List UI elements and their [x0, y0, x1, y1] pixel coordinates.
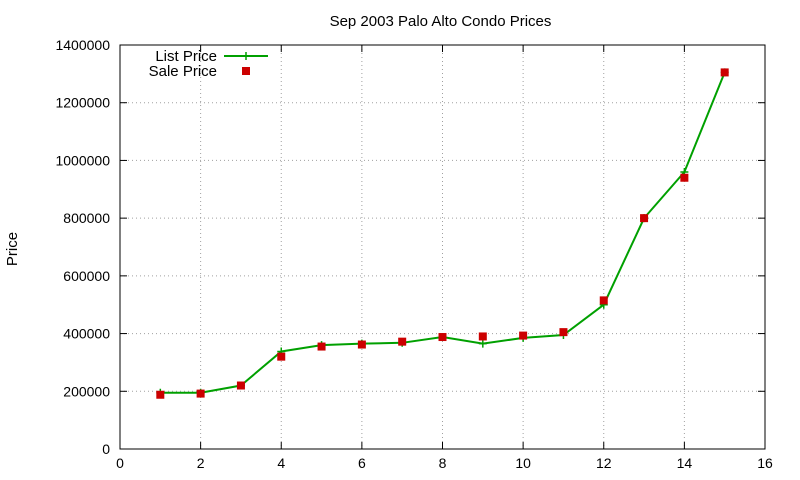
- sale-price-point: [236, 381, 245, 390]
- legend-marker-list-price: [242, 52, 250, 60]
- ticks: 0 2 4 6 8 10 12 14 16 0 200000 400000 600000 800000 10…: [55, 37, 773, 471]
- y-tick-label: 1000000: [55, 152, 110, 168]
- sale-price-point: [519, 331, 528, 340]
- series-line-list-price: [160, 72, 726, 394]
- y-tick-label: 200000: [63, 383, 110, 399]
- y-tick-label: 1200000: [55, 95, 110, 111]
- y-tick-label: 1400000: [55, 37, 110, 53]
- data-layer: [156, 68, 729, 399]
- sale-price-point: [277, 352, 286, 361]
- chart-title: Sep 2003 Palo Alto Condo Prices: [330, 13, 552, 30]
- legend-label-sale-price: Sale Price: [149, 63, 217, 80]
- sale-price-point: [196, 389, 205, 398]
- legend: List Price Sale Price: [149, 48, 268, 80]
- sale-price-point: [398, 337, 407, 346]
- sale-price-point: [478, 332, 487, 341]
- sale-price-point: [357, 340, 366, 349]
- sale-price-point: [680, 173, 689, 182]
- sale-price-point: [640, 214, 649, 223]
- x-tick-label: 0: [116, 455, 124, 471]
- y-tick-label: 0: [102, 441, 110, 457]
- sale-price-point: [559, 328, 568, 337]
- y-tick-label: 600000: [63, 268, 110, 284]
- grid-lines: [120, 45, 765, 449]
- sale-price-point: [438, 333, 447, 342]
- x-tick-label: 2: [197, 455, 205, 471]
- sale-price-point: [317, 342, 326, 351]
- sale-price-point: [156, 390, 165, 399]
- y-tick-label: 800000: [63, 210, 110, 226]
- y-axis-label: Price: [4, 232, 21, 266]
- y-tick-label: 400000: [63, 326, 110, 342]
- sale-price-point: [720, 68, 729, 77]
- legend-label-list-price: List Price: [155, 48, 217, 65]
- legend-marker-sale-price: [242, 67, 250, 75]
- x-tick-label: 6: [358, 455, 366, 471]
- x-tick-label: 10: [515, 455, 531, 471]
- x-tick-label: 4: [277, 455, 285, 471]
- x-tick-label: 8: [439, 455, 447, 471]
- x-tick-label: 16: [757, 455, 773, 471]
- x-tick-label: 12: [596, 455, 612, 471]
- sale-price-point: [599, 296, 608, 305]
- x-tick-label: 14: [677, 455, 693, 471]
- list-price-point: [478, 339, 487, 348]
